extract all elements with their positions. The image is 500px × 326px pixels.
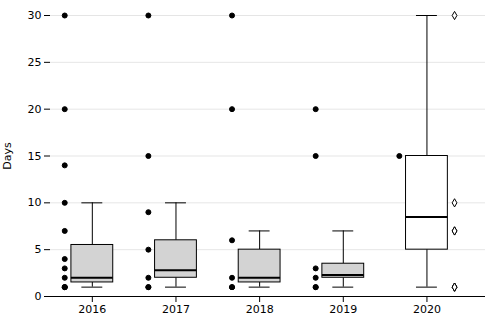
svg-text:10: 10 (28, 196, 42, 209)
svg-text:15: 15 (28, 150, 42, 163)
svg-text:5: 5 (35, 243, 42, 256)
svg-text:0: 0 (35, 290, 42, 303)
svg-text:Days: Days (1, 142, 14, 170)
svg-text:20: 20 (28, 103, 42, 116)
svg-text:2016: 2016 (78, 303, 106, 316)
svg-text:2018: 2018 (246, 303, 274, 316)
svg-text:2019: 2019 (329, 303, 357, 316)
svg-text:2020: 2020 (413, 303, 441, 316)
svg-text:2017: 2017 (162, 303, 190, 316)
svg-text:30: 30 (28, 9, 42, 22)
svg-text:25: 25 (28, 56, 42, 69)
